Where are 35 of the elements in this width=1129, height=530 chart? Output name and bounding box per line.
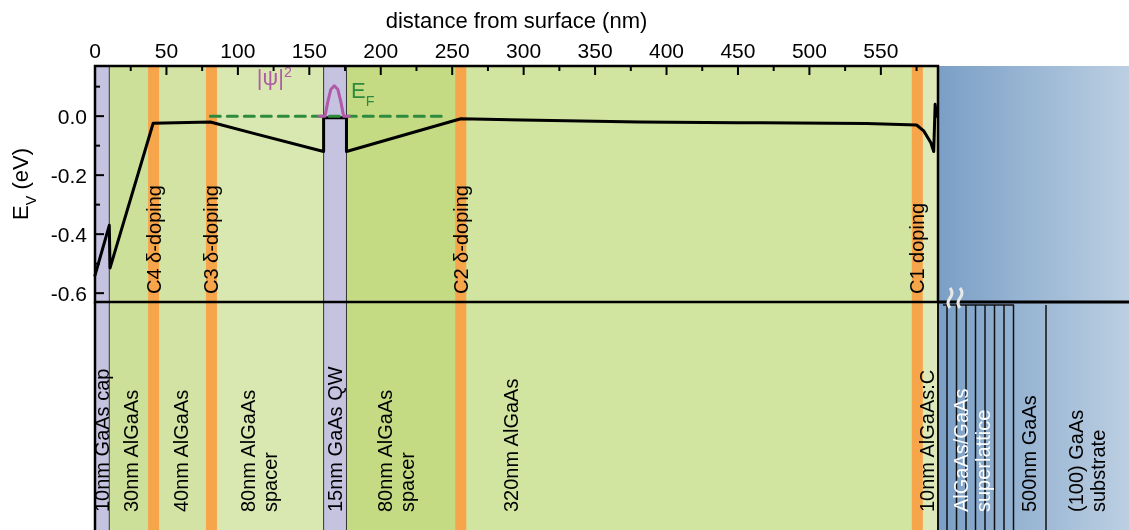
ref-line-label: C3 δ-doping	[200, 185, 223, 294]
y-tick-label: -0.4	[50, 222, 88, 246]
x-tick-label: 400	[649, 39, 685, 62]
x-tick-label: 150	[291, 39, 327, 62]
x-tick-label: 550	[863, 39, 899, 62]
y-tick-label: -0.6	[50, 281, 87, 305]
band-label: 80nm AlGaAs spacer	[374, 389, 419, 512]
x-tick-label: 350	[577, 39, 613, 62]
x-tick-label: 250	[434, 39, 470, 62]
x-tick-label: 300	[506, 39, 542, 62]
band-label: 320nm AlGaAs	[499, 378, 522, 512]
x-tick-label: 450	[720, 39, 756, 62]
band-label: 10nm AlGaAs:C	[916, 369, 939, 512]
text: (100) GaAs substrate	[1065, 409, 1109, 512]
ref-line-label: C4 δ-doping	[142, 185, 165, 294]
x-axis-title: distance from surface (nm)	[385, 8, 648, 33]
y-tick-label: 0.0	[57, 104, 87, 128]
text: AlGaAs/GaAs superlattice	[950, 388, 994, 512]
band-label: 10nm GaAs cap	[91, 368, 114, 512]
x-tick-label: 200	[363, 39, 399, 62]
x-tick-label: 500	[791, 39, 827, 62]
line-series	[317, 84, 351, 118]
text: 500nm GaAs	[1018, 395, 1040, 512]
band-label: 15nm GaAs QW	[324, 366, 347, 512]
band-label: 40nm AlGaAs	[169, 389, 192, 512]
band-label: 80nm AlGaAs spacer	[237, 389, 282, 512]
ref-line-label: C2 δ-doping	[449, 185, 472, 294]
series-label: E$_{F}$	[350, 77, 375, 109]
ref-line-label: C1 doping	[906, 202, 929, 294]
series-label: |ψ|$^{2}$	[256, 64, 292, 91]
band-label: 30nm AlGaAs	[119, 389, 142, 512]
y-tick-label: -0.2	[50, 163, 87, 187]
x-tick-label: 50	[154, 39, 179, 62]
x-tick-label: 100	[220, 39, 256, 62]
x-tick-label: 0	[89, 39, 101, 62]
